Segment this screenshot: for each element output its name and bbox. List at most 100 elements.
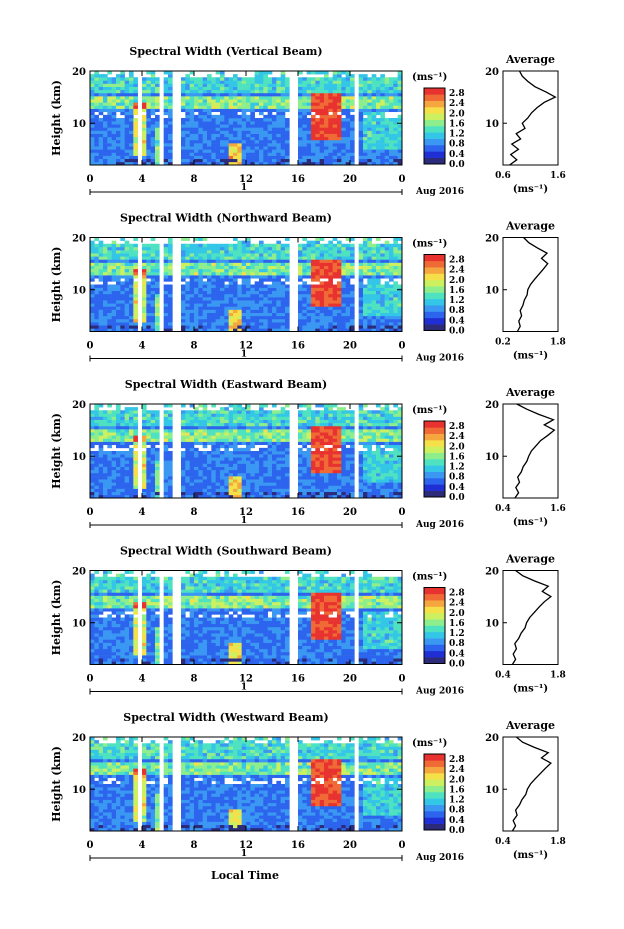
- heatmap-cell: [280, 479, 286, 483]
- heatmap-cell: [267, 108, 273, 113]
- heatmap-cell: [233, 111, 238, 116]
- heatmap-cell: [181, 265, 186, 270]
- heatmap-cell: [146, 158, 151, 163]
- heatmap-cell: [272, 92, 277, 97]
- heatmap-cell: [367, 89, 372, 94]
- heatmap-cell: [315, 105, 320, 109]
- heatmap-cell: [98, 74, 104, 78]
- heatmap-cell: [185, 124, 190, 128]
- heatmap-cell: [298, 315, 303, 320]
- heatmap-cell: [124, 297, 130, 301]
- heatmap-cell: [116, 312, 121, 317]
- heatmap-cell: [384, 246, 390, 251]
- heatmap-cell: [150, 111, 156, 116]
- heatmap-cell: [194, 315, 199, 320]
- heatmap-cell: [211, 92, 216, 97]
- heatmap-cell: [207, 482, 212, 486]
- heatmap-cell: [237, 419, 242, 424]
- heatmap-cell: [246, 300, 251, 304]
- heatmap-cell: [263, 118, 268, 122]
- heatmap-cell: [181, 133, 186, 138]
- heatmap-cell: [215, 259, 221, 263]
- heatmap-cell: [220, 451, 225, 455]
- heatmap-cell: [259, 256, 264, 260]
- heatmap-cell: [337, 271, 342, 276]
- heatmap-cell: [185, 303, 190, 307]
- heatmap-cell: [189, 482, 195, 486]
- heatmap-cell: [220, 494, 225, 499]
- heatmap-cell: [228, 491, 234, 496]
- heatmap-cell: [215, 158, 221, 163]
- heatmap-cell: [389, 259, 394, 263]
- heatmap-cell: [332, 303, 338, 307]
- heatmap-cell: [280, 312, 286, 317]
- heatmap-cell: [194, 300, 199, 304]
- heatmap-cell: [90, 275, 95, 279]
- heatmap-cell: [129, 155, 134, 160]
- heatmap-cell: [237, 482, 242, 486]
- heatmap-cell: [233, 83, 238, 87]
- heatmap-cell: [207, 328, 212, 332]
- heatmap-cell: [319, 158, 325, 163]
- heatmap-cell: [220, 96, 225, 100]
- heatmap-cell: [241, 80, 247, 84]
- heatmap-cell: [220, 485, 225, 489]
- heatmap-cell: [163, 322, 169, 326]
- heatmap-cell: [380, 265, 385, 270]
- heatmap-cell: [371, 259, 377, 263]
- heatmap-cell: [358, 161, 364, 166]
- heatmap-cell: [337, 83, 342, 87]
- heatmap-cell: [98, 253, 104, 257]
- heatmap-cell: [363, 290, 368, 295]
- heatmap-cell: [94, 407, 99, 411]
- heatmap-cell: [133, 290, 138, 295]
- heatmap-cell: [276, 410, 281, 414]
- heatmap-cell: [371, 133, 377, 138]
- heatmap-cell: [263, 438, 268, 442]
- heatmap-cell: [94, 149, 99, 153]
- heatmap-cell: [319, 89, 325, 94]
- heatmap-cell: [250, 466, 255, 471]
- heatmap-cell: [185, 454, 190, 458]
- heatmap-cell: [345, 287, 351, 292]
- heatmap-cell: [376, 155, 381, 160]
- heatmap-cell: [207, 425, 212, 430]
- heatmap-cell: [393, 108, 398, 113]
- heatmap-cell: [259, 152, 264, 156]
- heatmap-cell: [181, 479, 186, 483]
- heatmap-cell: [341, 118, 346, 122]
- heatmap-cell: [111, 136, 117, 141]
- heatmap-cell: [246, 265, 251, 270]
- colorbar-segment: [424, 254, 445, 262]
- heatmap-cell: [324, 297, 329, 301]
- heatmap-cell: [146, 451, 151, 455]
- colorbar-tick-label: 2.4: [449, 99, 465, 109]
- heatmap-cell: [363, 133, 368, 138]
- heatmap-cell: [111, 114, 117, 119]
- heatmap-cell: [189, 268, 195, 273]
- heatmap-cell: [384, 96, 390, 100]
- heatmap-cell: [241, 281, 247, 285]
- heatmap-cell: [341, 80, 346, 84]
- heatmap-cell: [319, 92, 325, 97]
- profile-y-tick-label: 10: [485, 286, 499, 297]
- heatmap-cell: [211, 152, 216, 156]
- heatmap-cell: [298, 77, 303, 81]
- heatmap-cell: [237, 243, 242, 248]
- heatmap-cell: [250, 419, 255, 424]
- heatmap-cell: [389, 133, 394, 138]
- heatmap-cell: [272, 146, 277, 150]
- heatmap-cell: [163, 457, 169, 461]
- colorbar-tick-label: 0.4: [449, 150, 465, 160]
- heatmap-cell: [181, 432, 186, 436]
- heatmap-cell: [90, 143, 95, 147]
- heatmap-cell: [259, 404, 264, 408]
- heatmap-cell: [237, 413, 242, 417]
- heatmap-cell: [237, 315, 242, 320]
- heatmap-cell: [250, 485, 255, 489]
- heatmap-cell: [263, 139, 268, 144]
- heatmap-cell: [267, 479, 273, 483]
- heatmap-cell: [215, 133, 221, 138]
- heatmap-cell: [298, 259, 303, 263]
- heatmap-cell: [211, 438, 216, 442]
